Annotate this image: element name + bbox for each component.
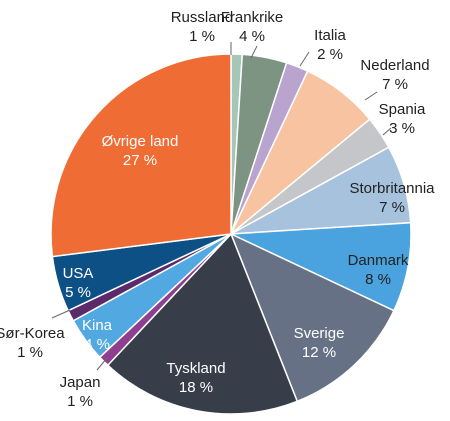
slice-label-nederland: Nederland 7 % — [360, 57, 429, 93]
slice-name: Danmark — [348, 252, 409, 269]
slice-name: Frankrike — [221, 9, 284, 26]
leader-line-japan — [96, 357, 108, 371]
leader-line-sor-korea — [51, 309, 71, 319]
slice-label-danmark: Danmark 8 % — [348, 252, 409, 288]
slice-label-usa: USA 5 % — [63, 265, 94, 301]
slice-ovrige-land — [50, 53, 232, 258]
slice-label-storbritannia: Storbritannia 7 % — [349, 180, 435, 216]
slice-value: 27 % — [123, 152, 157, 169]
slice-name: USA — [63, 265, 94, 282]
slice-label-russland: Russland 1 % — [171, 9, 234, 45]
slice-value: 18 % — [179, 379, 213, 396]
slice-name: Spania — [379, 101, 426, 118]
leader-lines — [51, 42, 392, 371]
slice-value: 1 % — [17, 344, 43, 361]
slice-label-ovrige-land: Øvrige land 27 % — [102, 133, 179, 169]
slice-value: 2 % — [317, 46, 343, 63]
slice-labels: Russland 1 % Frankrike 4 % Italia 2 % Nederlan… — [0, 9, 435, 410]
slice-value: 4 % — [239, 28, 265, 45]
slice-label-sor-korea: Sør-Korea 1 % — [0, 325, 65, 361]
slice-name: Storbritannia — [349, 180, 435, 197]
slice-label-italia: Italia 2 % — [314, 27, 346, 63]
slice-value: 5 % — [65, 284, 91, 301]
slice-label-kina: Kina 4 % — [82, 317, 113, 353]
slice-label-sverige: Sverige 12 % — [294, 325, 345, 361]
slice-label-spania: Spania 3 % — [379, 101, 426, 137]
leader-line-spania — [382, 127, 392, 136]
slice-name: Nederland — [360, 57, 429, 74]
slice-value: 1 % — [67, 393, 93, 410]
slice-name: Sverige — [294, 325, 345, 342]
slice-name: Japan — [60, 374, 101, 391]
leader-line-italia — [299, 51, 310, 67]
slice-value: 8 % — [365, 271, 391, 288]
slice-value: 1 % — [189, 28, 215, 45]
slice-name: Italia — [314, 27, 346, 44]
slice-label-tyskland: Tyskland 18 % — [166, 360, 225, 396]
slice-name: Øvrige land — [102, 133, 179, 150]
slice-name: Kina — [82, 317, 113, 334]
slice-tyskland — [106, 232, 299, 415]
slice-danmark — [230, 221, 412, 312]
pie-slices — [50, 53, 412, 415]
slice-value: 7 % — [379, 199, 405, 216]
slice-label-frankrike: Frankrike 4 % — [221, 9, 284, 45]
slice-name: Sør-Korea — [0, 325, 65, 342]
slice-value: 3 % — [389, 120, 415, 137]
slice-name: Russland — [171, 9, 234, 26]
leader-line-nederland — [364, 91, 378, 101]
slice-label-japan: Japan 1 % — [60, 374, 101, 410]
slice-value: 4 % — [84, 336, 110, 353]
slice-name: Tyskland — [166, 360, 225, 377]
slice-sverige — [229, 232, 395, 403]
slice-value: 12 % — [302, 344, 336, 361]
slice-value: 7 % — [382, 76, 408, 93]
leader-line-frankrike — [250, 45, 258, 59]
